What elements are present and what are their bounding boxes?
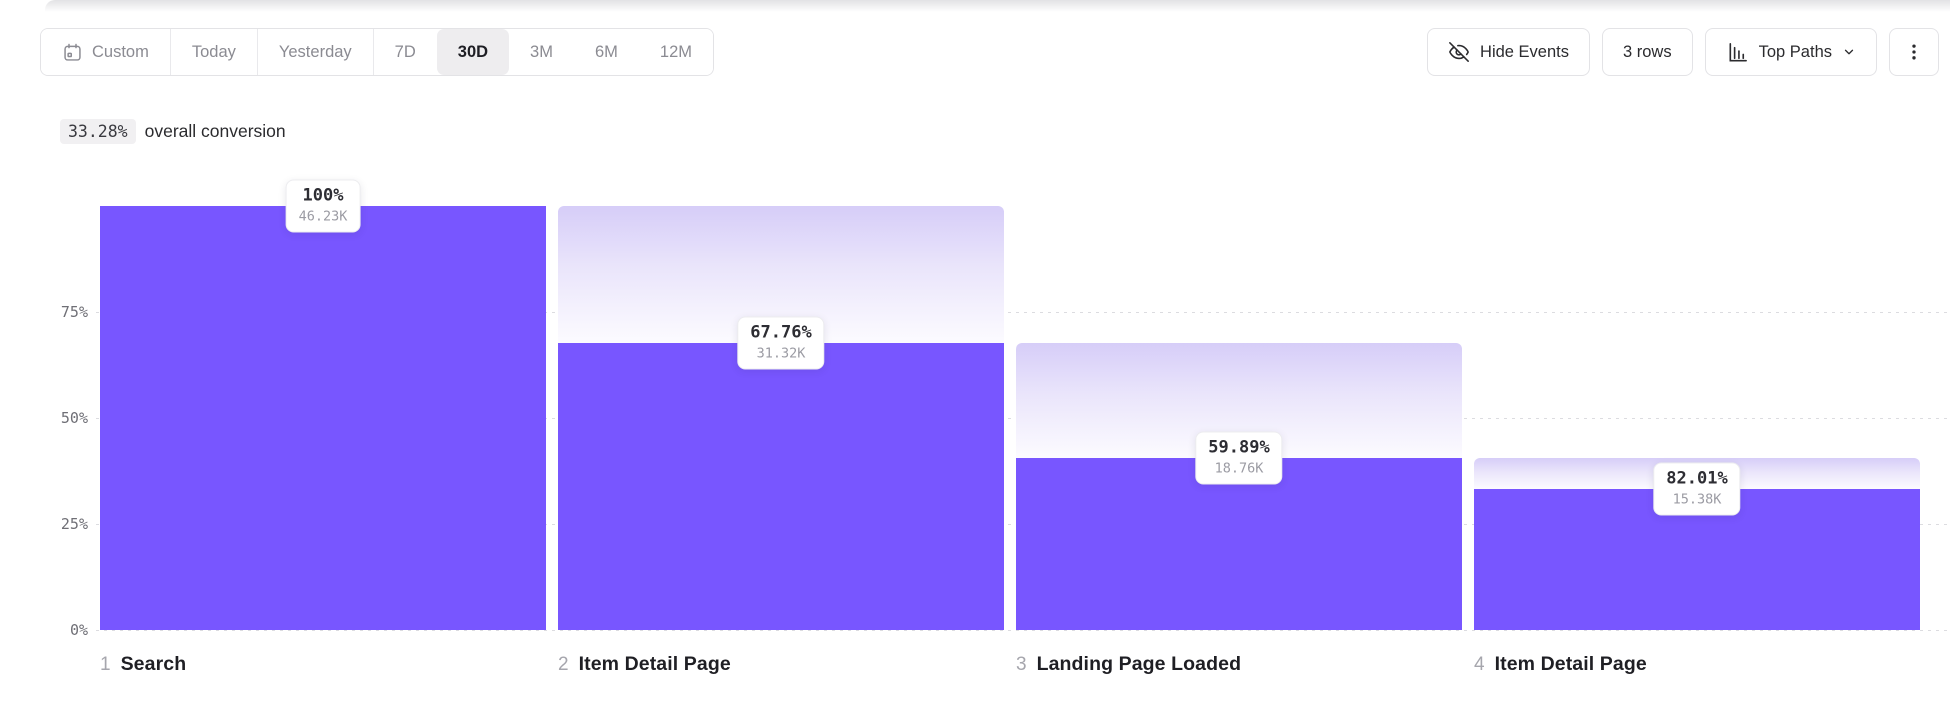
y-axis: 75% 50% 25% 0% [30,206,88,639]
y-tick-25: 25% [60,515,88,533]
step-name: Landing Page Loaded [1036,653,1242,675]
top-scroll-shadow [45,0,1950,12]
toolbar: Custom Today Yesterday 7D 30D 3M 6M 12M Hide Ev… [40,28,1939,76]
step-count: 18.76K [1214,460,1264,477]
overall-conversion-value: 33.28% [60,119,136,144]
gridline-0 [96,630,1950,631]
step-label-1: 1 Search [100,653,546,676]
funnel-bar-step-2[interactable]: 67.76% 31.32K [558,206,1004,630]
step-label-2: 2 Item Detail Page [558,653,1004,676]
bar-chart-icon [1726,41,1749,64]
funnel-bar-step-3[interactable]: 59.89% 18.76K [1016,206,1462,630]
hide-events-button[interactable]: Hide Events [1427,28,1590,76]
step-conversion-rate: 82.01% [1666,468,1728,489]
overall-conversion-text: overall conversion [144,121,286,141]
date-range-label: 7D [394,42,416,61]
date-range-label: 6M [594,42,618,61]
step-label-3: 3 Landing Page Loaded [1016,653,1462,676]
funnel-bar-step-1[interactable]: 100% 46.23K [100,179,546,630]
date-range-12m[interactable]: 12M [638,29,713,75]
calendar-icon [62,42,83,63]
step-value-badge: 59.89% 18.76K [1195,431,1283,485]
more-options-button[interactable] [1889,28,1939,76]
date-range-label: 3M [530,42,553,61]
toolbar-actions: Hide Events 3 rows Top Paths [1427,28,1939,76]
rows-label: 3 rows [1623,42,1672,61]
kebab-menu-icon [1904,42,1924,62]
date-range-3m[interactable]: 3M [509,29,574,75]
date-range-30d[interactable]: 30D [436,29,510,75]
y-tick-0: 0% [69,621,88,639]
x-axis-labels: 1 Search 2 Item Detail Page 3 Landing Page Lo… [100,653,1920,676]
eye-off-icon [1448,41,1470,63]
top-paths-label: Top Paths [1758,42,1832,61]
chevron-down-icon [1842,45,1856,59]
date-range-label: Yesterday [278,42,352,61]
step-conversion-rate: 59.89% [1208,437,1270,458]
overall-conversion: 33.28% overall conversion [60,119,286,144]
y-tick-50: 50% [60,409,88,427]
date-range-selector: Custom Today Yesterday 7D 30D 3M 6M 12M [40,28,714,76]
step-number: 4 [1474,654,1485,675]
step-conversion-rate: 100% [302,185,344,206]
step-conversion-rate: 67.76% [750,322,812,343]
date-range-label: Today [191,42,236,61]
step-name: Item Detail Page [1494,653,1647,675]
hide-events-label: Hide Events [1480,42,1569,61]
date-range-label: 12M [659,42,692,61]
date-range-6m[interactable]: 6M [573,29,639,75]
step-count: 31.32K [756,345,806,362]
top-paths-dropdown[interactable]: Top Paths [1704,28,1877,76]
step-value-badge: 67.76% 31.32K [737,316,825,370]
step-count: 46.23K [298,208,348,225]
step-number: 3 [1016,654,1027,675]
step-number: 2 [558,654,569,675]
step-name: Item Detail Page [578,653,731,675]
converted-area[interactable] [100,206,546,630]
rows-button[interactable]: 3 rows [1602,28,1693,76]
date-range-today[interactable]: Today [170,29,258,75]
step-count: 15.38K [1672,491,1722,508]
step-value-badge: 100% 46.23K [285,179,361,233]
funnel-bar-step-4[interactable]: 82.01% 15.38K [1474,206,1920,630]
funnel-chart: 100% 46.23K 67.76% 31.32K 59.89% 18.76K 82.01%… [100,179,1920,630]
step-value-badge: 82.01% 15.38K [1653,462,1741,516]
date-range-label: 30D [457,42,489,61]
date-range-yesterday[interactable]: Yesterday [257,29,374,75]
converted-area[interactable] [1016,457,1462,630]
step-number: 1 [100,654,111,675]
step-label-4: 4 Item Detail Page [1474,653,1920,676]
step-name: Search [120,653,187,675]
date-range-custom[interactable]: Custom [41,29,171,75]
converted-area[interactable] [558,342,1004,630]
y-tick-75: 75% [60,303,88,321]
date-range-7d[interactable]: 7D [373,29,437,75]
date-range-label: Custom [92,42,149,61]
